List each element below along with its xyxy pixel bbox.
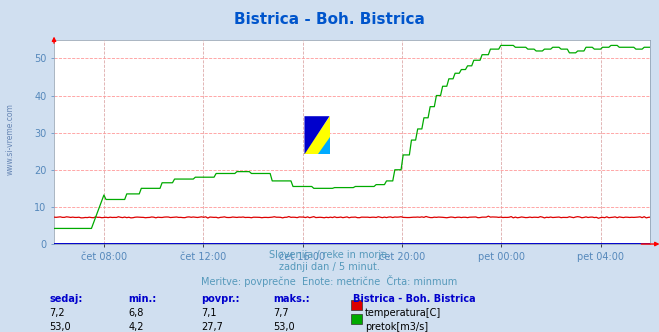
Text: zadnji dan / 5 minut.: zadnji dan / 5 minut. — [279, 262, 380, 272]
Text: temperatura[C]: temperatura[C] — [365, 308, 442, 318]
Polygon shape — [318, 137, 330, 154]
Text: Slovenija / reke in morje.: Slovenija / reke in morje. — [269, 250, 390, 260]
Text: Meritve: povprečne  Enote: metrične  Črta: minmum: Meritve: povprečne Enote: metrične Črta:… — [202, 275, 457, 287]
Text: sedaj:: sedaj: — [49, 294, 83, 304]
Polygon shape — [304, 116, 330, 154]
Text: Bistrica - Boh. Bistrica: Bistrica - Boh. Bistrica — [353, 294, 475, 304]
Text: 53,0: 53,0 — [49, 322, 71, 332]
Text: 4,2: 4,2 — [129, 322, 144, 332]
Text: maks.:: maks.: — [273, 294, 310, 304]
Text: 7,2: 7,2 — [49, 308, 65, 318]
Text: 6,8: 6,8 — [129, 308, 144, 318]
Text: www.si-vreme.com: www.si-vreme.com — [5, 104, 14, 175]
Text: min.:: min.: — [129, 294, 157, 304]
Text: Bistrica - Boh. Bistrica: Bistrica - Boh. Bistrica — [234, 12, 425, 27]
Text: 27,7: 27,7 — [201, 322, 223, 332]
Text: pretok[m3/s]: pretok[m3/s] — [365, 322, 428, 332]
Polygon shape — [304, 116, 330, 154]
Text: povpr.:: povpr.: — [201, 294, 239, 304]
Text: 7,7: 7,7 — [273, 308, 289, 318]
Text: 7,1: 7,1 — [201, 308, 217, 318]
Text: 53,0: 53,0 — [273, 322, 295, 332]
